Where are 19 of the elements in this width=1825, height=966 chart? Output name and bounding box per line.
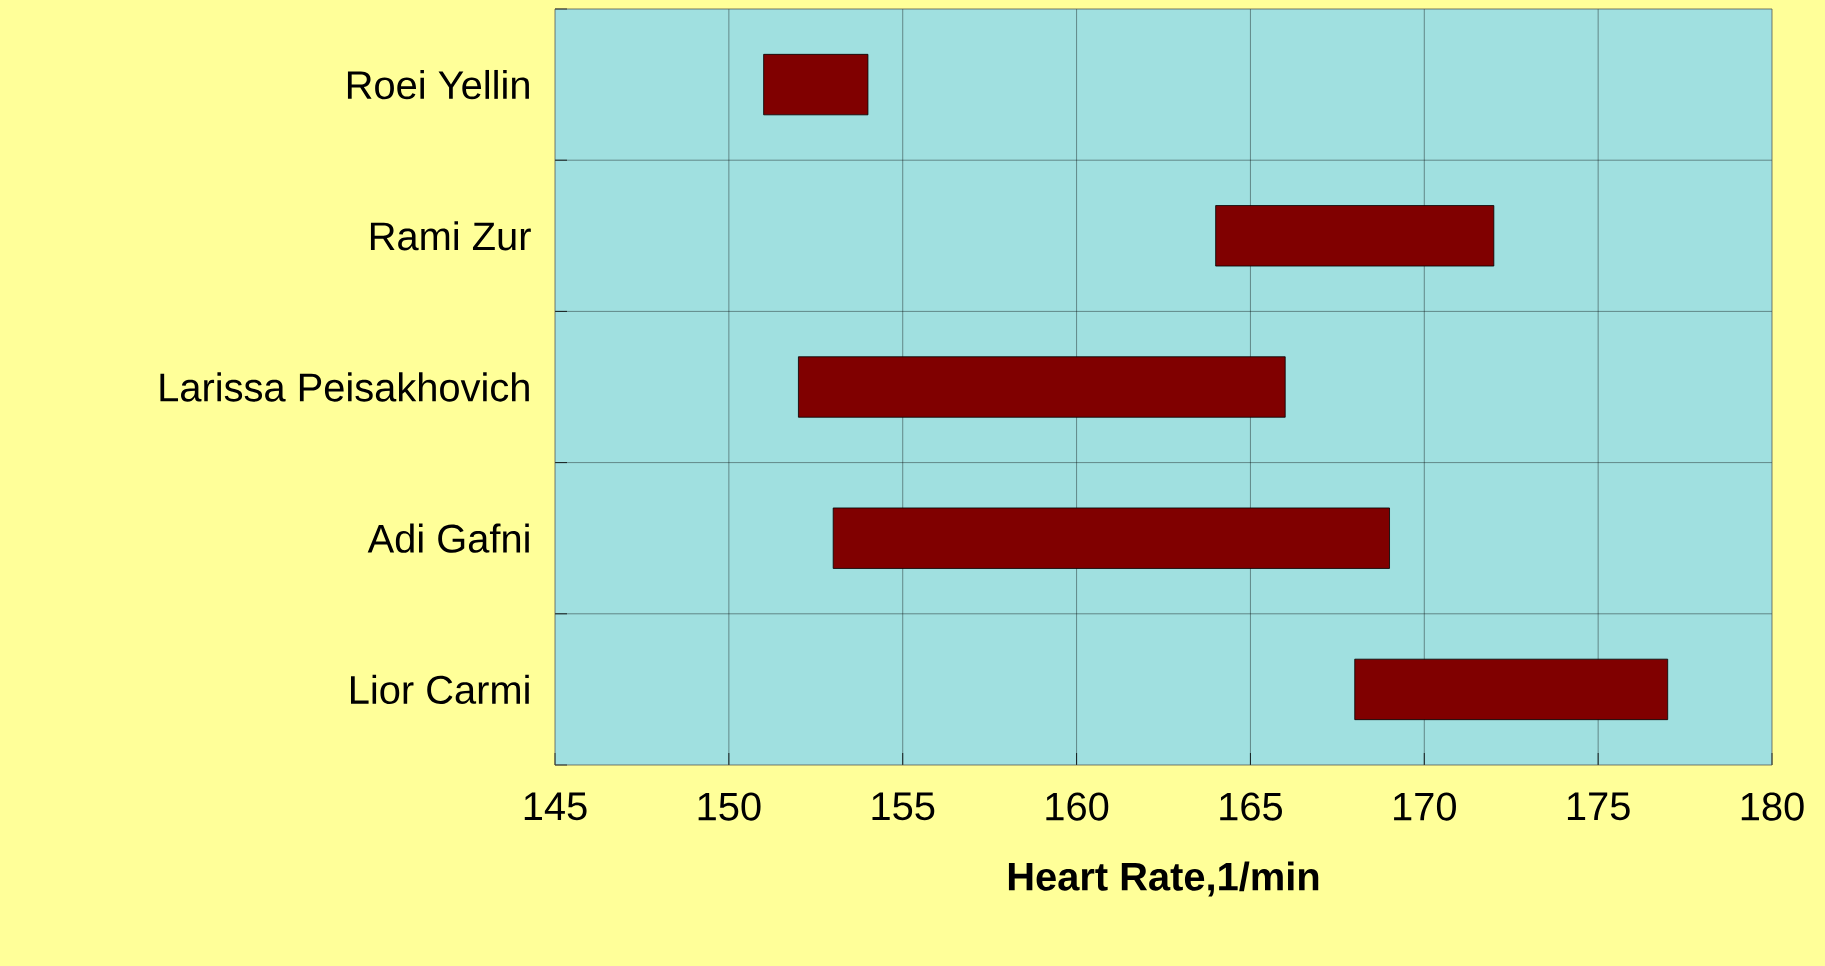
y-tick-label: Roei Yellin — [347, 69, 529, 100]
x-tick-label: 165 — [1220, 792, 1282, 821]
x-tick-label: 180 — [1741, 792, 1804, 821]
y-tick-label: Rami Zur — [370, 221, 531, 251]
x-tick-label: 170 — [1394, 792, 1456, 821]
bar — [832, 507, 1390, 569]
x-tick-label: 155 — [872, 792, 935, 821]
x-tick-label: 175 — [1567, 792, 1630, 821]
x-tick-label: 160 — [1046, 792, 1109, 821]
bar — [1215, 205, 1495, 267]
y-tick-label: Lior Carmi — [351, 674, 529, 705]
x-tick-label: 145 — [524, 792, 587, 821]
y-tick-label: Adi Gafni — [367, 523, 529, 553]
bar — [798, 356, 1286, 418]
x-tick-label: 150 — [698, 792, 761, 821]
bar — [763, 53, 869, 116]
x-axis-title: Heart Rate,1/min — [1008, 861, 1319, 897]
y-tick-label: Larissa Peisakhovich — [160, 372, 529, 402]
bar — [1354, 658, 1669, 721]
